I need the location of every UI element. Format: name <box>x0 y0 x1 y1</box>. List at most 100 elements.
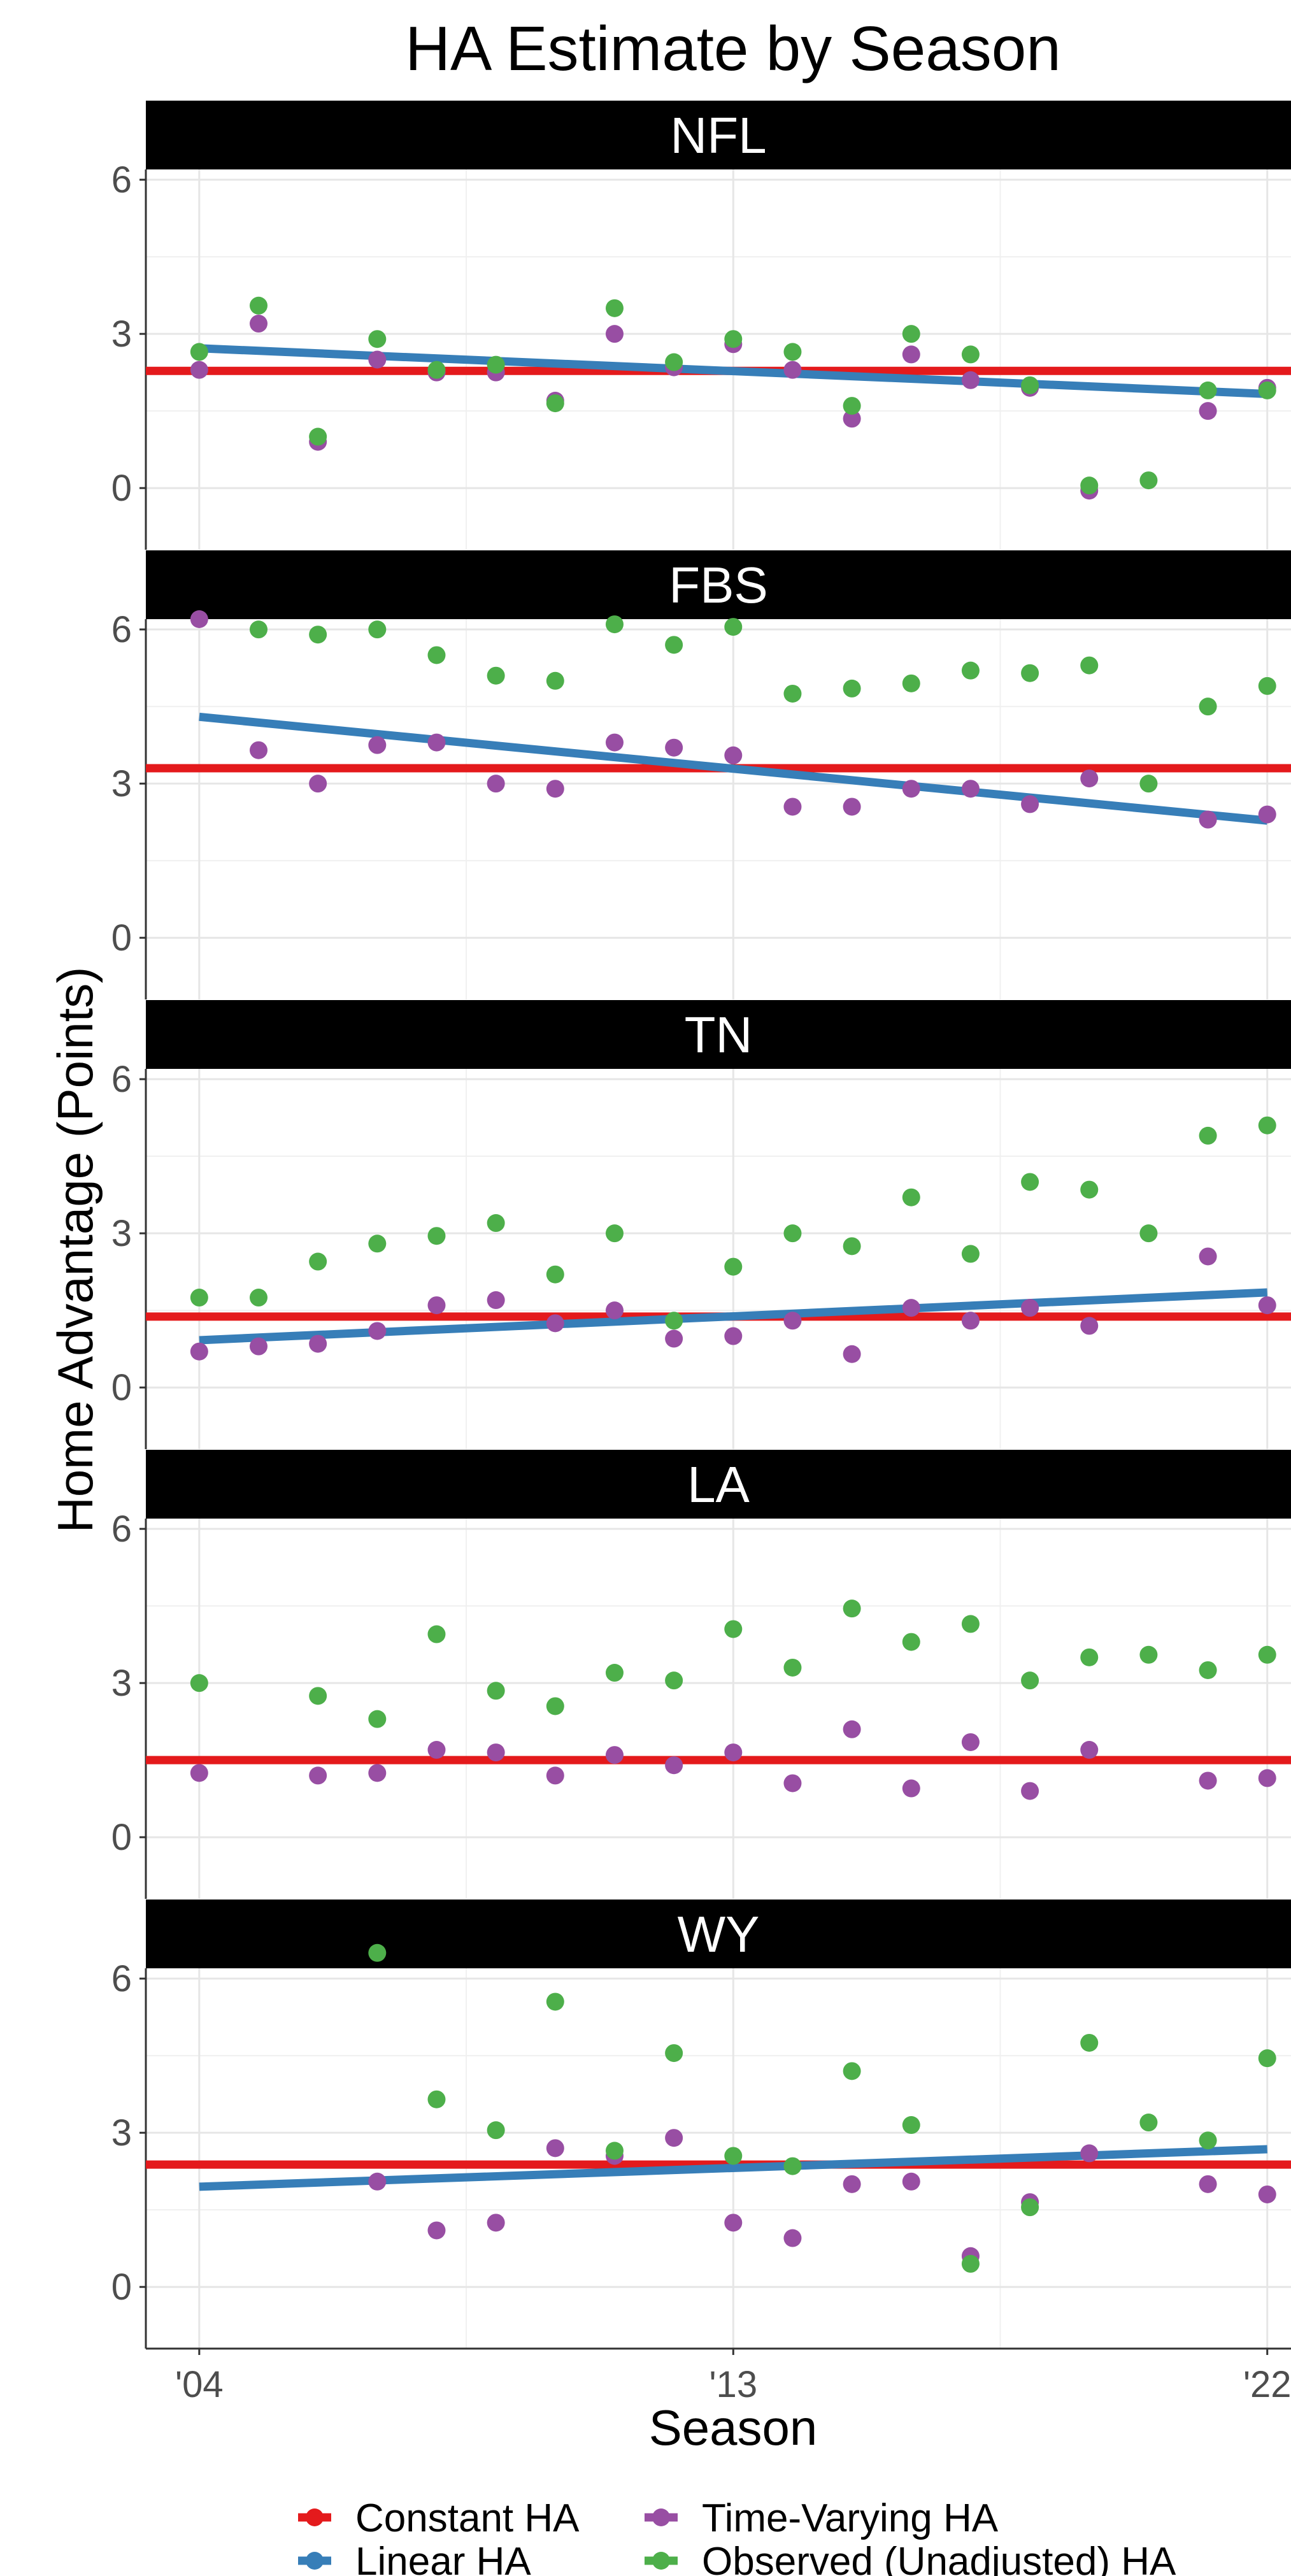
observed-point <box>427 1625 446 1643</box>
time-varying-point <box>309 1766 327 1785</box>
observed-point <box>724 618 743 636</box>
observed-point <box>1199 2131 1217 2150</box>
legend-label: Linear HA <box>355 2540 531 2576</box>
time-varying-point <box>843 1720 861 1738</box>
time-varying-point <box>487 2214 505 2232</box>
observed-point <box>902 325 920 343</box>
observed-point <box>1139 2114 1158 2132</box>
y-tick-label: 0 <box>111 468 132 509</box>
observed-point <box>783 684 802 703</box>
observed-point <box>605 1664 624 1682</box>
y-tick-label: 6 <box>111 1508 132 1550</box>
observed-point <box>1080 2033 1099 2052</box>
observed-point <box>605 615 624 634</box>
legend: Constant HA Time-Varying HA Linear HA Obser… <box>298 2496 1176 2576</box>
observed-point <box>605 299 624 317</box>
observed-point <box>487 666 505 685</box>
time-varying-point <box>724 2214 743 2232</box>
time-varying-point <box>665 738 683 757</box>
observed-point <box>665 2044 683 2063</box>
time-varying-point <box>1021 1782 1039 1800</box>
panel-strip-label: FBS <box>669 557 768 613</box>
observed-point <box>902 1633 920 1651</box>
observed-point <box>368 620 387 639</box>
legend-key-point <box>652 2552 670 2570</box>
time-varying-point <box>309 775 327 793</box>
time-varying-point <box>605 1746 624 1764</box>
observed-point <box>843 1599 861 1618</box>
observed-point <box>546 1265 564 1284</box>
plot-area <box>146 169 1291 550</box>
time-varying-point <box>1258 1296 1276 1315</box>
observed-point <box>843 2062 861 2080</box>
observed-point <box>309 427 327 446</box>
y-tick-label: 3 <box>111 313 132 355</box>
time-varying-point <box>1080 769 1099 788</box>
observed-point <box>487 1682 505 1700</box>
time-varying-point <box>487 1291 505 1310</box>
time-varying-point <box>427 1296 446 1315</box>
y-tick-label: 3 <box>111 763 132 805</box>
observed-point <box>1199 1661 1217 1679</box>
panel-strip <box>146 1000 1291 1069</box>
observed-point <box>487 1214 505 1233</box>
time-varying-point <box>605 1301 624 1320</box>
legend-key-point <box>652 2508 670 2526</box>
panel-nfl: NFL 0 3 6 <box>111 101 1291 550</box>
observed-point <box>487 355 505 374</box>
observed-point <box>427 2090 446 2108</box>
observed-point <box>427 1227 446 1245</box>
observed-point <box>724 1257 743 1276</box>
observed-point <box>309 1252 327 1271</box>
time-varying-point <box>724 1743 743 1762</box>
time-varying-point <box>783 1312 802 1330</box>
observed-point <box>1080 1180 1099 1199</box>
observed-point <box>665 1671 683 1690</box>
observed-point <box>1139 471 1158 490</box>
panel-strip <box>146 1900 1291 1968</box>
panel-strip-label: TN <box>685 1006 753 1063</box>
observed-point <box>783 1224 802 1243</box>
time-varying-point <box>902 1299 920 1317</box>
legend-key-point <box>306 2508 324 2526</box>
y-tick-label: 0 <box>111 2266 132 2308</box>
time-varying-point <box>190 361 208 379</box>
observed-point <box>1080 656 1099 675</box>
observed-point <box>1139 1224 1158 1243</box>
plot-area <box>146 619 1291 999</box>
observed-point <box>902 1188 920 1206</box>
time-varying-point <box>665 2129 683 2147</box>
observed-point <box>190 1289 208 1307</box>
observed-point <box>309 626 327 644</box>
observed-point <box>1258 1645 1276 1664</box>
time-varying-point <box>1021 795 1039 813</box>
observed-point <box>724 1620 743 1638</box>
time-varying-point <box>724 1327 743 1345</box>
time-varying-point <box>961 780 980 798</box>
time-varying-point <box>368 350 387 369</box>
time-varying-point <box>783 2229 802 2247</box>
x-tick-label: '04 <box>175 2364 224 2405</box>
time-varying-point <box>546 1314 564 1333</box>
observed-point <box>546 1993 564 2011</box>
y-tick-label: 0 <box>111 917 132 959</box>
y-tick-label: 6 <box>111 159 132 201</box>
y-tick-label: 6 <box>111 609 132 650</box>
time-varying-point <box>368 1764 387 1782</box>
observed-point <box>427 361 446 379</box>
observed-point <box>783 1658 802 1677</box>
time-varying-point <box>190 1342 208 1361</box>
observed-point <box>1258 676 1276 695</box>
time-varying-point <box>783 798 802 816</box>
time-varying-point <box>1080 2144 1099 2163</box>
time-varying-point <box>546 1766 564 1785</box>
time-varying-point <box>843 2175 861 2193</box>
plot-area <box>146 1069 1291 1449</box>
plot-area <box>146 1519 1291 1899</box>
time-varying-point <box>665 1756 683 1775</box>
observed-point <box>250 296 268 315</box>
panels: NFL 0 3 6 FBS 0 3 6 TN 0 3 6 LA 0 3 6 WY 0 3 6 <box>111 101 1291 2349</box>
observed-point <box>1258 2049 1276 2068</box>
time-varying-point <box>309 1335 327 1353</box>
time-varying-point <box>843 410 861 428</box>
